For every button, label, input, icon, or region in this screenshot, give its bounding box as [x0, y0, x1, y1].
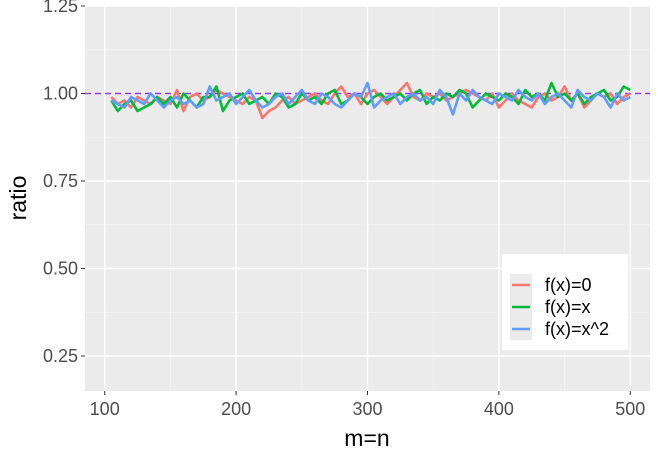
legend-label-3: f(x)=x^2: [545, 319, 609, 339]
series-line-3: [110, 81, 631, 116]
y-tick-label: 1.00: [43, 84, 78, 104]
y-axis-title: ratio: [5, 176, 31, 221]
y-axis: 0.25 0.50 0.75 1.00 1.25: [43, 0, 85, 366]
x-axis: 100 200 300 400 500: [90, 391, 645, 419]
x-axis-title: m=n: [344, 425, 389, 451]
y-tick-label: 1.25: [43, 0, 78, 16]
x-tick-label: 100: [90, 399, 120, 419]
legend: f(x)=0f(x)=xf(x)=x^2: [502, 254, 628, 350]
x-tick-label: 200: [221, 399, 251, 419]
series-layer: [110, 81, 631, 120]
major-grid: [85, 5, 650, 391]
y-tick-label: 0.75: [43, 171, 78, 191]
x-tick-label: 400: [484, 399, 514, 419]
x-tick-label: 500: [615, 399, 645, 419]
x-tick-label: 300: [352, 399, 382, 419]
legend-label-1: f(x)=0: [545, 275, 592, 295]
y-tick-label: 0.50: [43, 259, 78, 279]
legend-label-2: f(x)=x: [545, 297, 591, 317]
y-tick-label: 0.25: [43, 346, 78, 366]
